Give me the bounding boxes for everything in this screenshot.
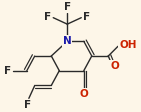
Text: F: F bbox=[44, 12, 51, 22]
Text: F: F bbox=[25, 100, 32, 110]
Text: O: O bbox=[110, 61, 119, 71]
Text: F: F bbox=[83, 12, 90, 22]
Text: OH: OH bbox=[119, 40, 137, 50]
Text: F: F bbox=[4, 66, 12, 76]
Text: O: O bbox=[79, 89, 88, 99]
Text: F: F bbox=[64, 2, 71, 12]
Text: N: N bbox=[63, 36, 72, 46]
